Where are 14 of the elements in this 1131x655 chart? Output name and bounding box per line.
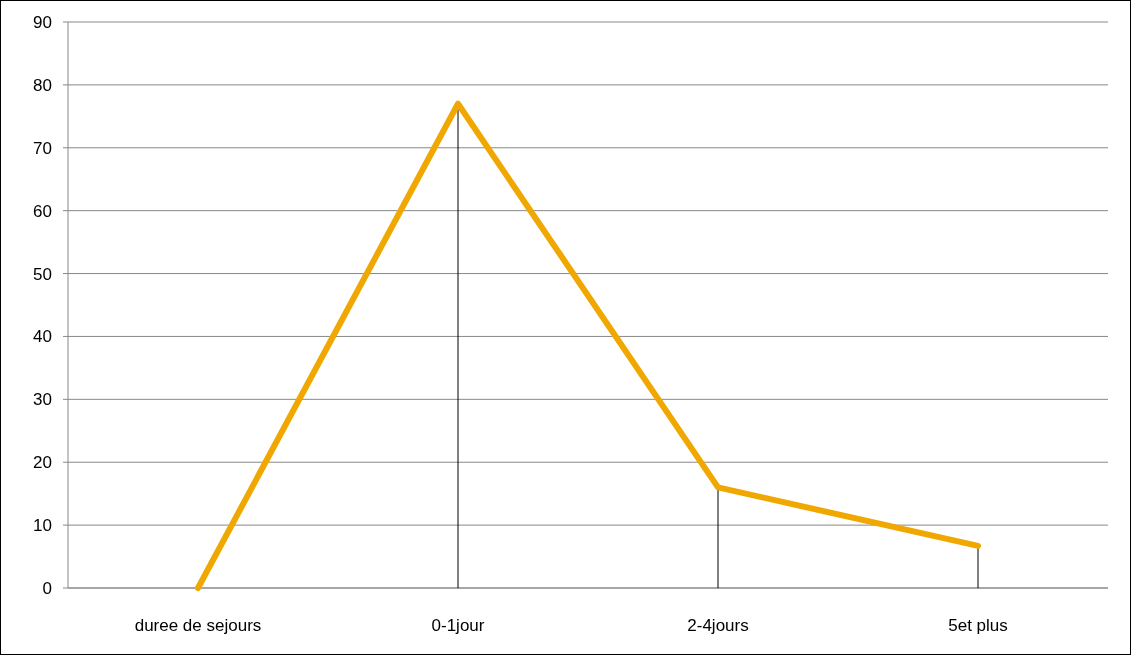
y-tick-label: 90: [33, 12, 52, 32]
y-tick-label: 0: [42, 578, 52, 598]
x-tick-label: 2-4jours: [687, 616, 749, 635]
y-tick-label: 80: [33, 75, 52, 95]
y-tick-label: 70: [33, 138, 52, 158]
y-tick-label: 20: [33, 453, 52, 473]
y-tick-label: 30: [33, 390, 52, 410]
x-tick-label: duree de sejours: [134, 616, 262, 635]
y-tick-label: 60: [33, 201, 52, 221]
x-tick-label: 5et plus: [948, 616, 1008, 635]
y-tick-label: 50: [33, 264, 52, 284]
y-tick-label: 10: [33, 516, 52, 536]
x-tick-label: 0-1jour: [431, 616, 485, 635]
y-tick-label: 40: [33, 327, 52, 347]
